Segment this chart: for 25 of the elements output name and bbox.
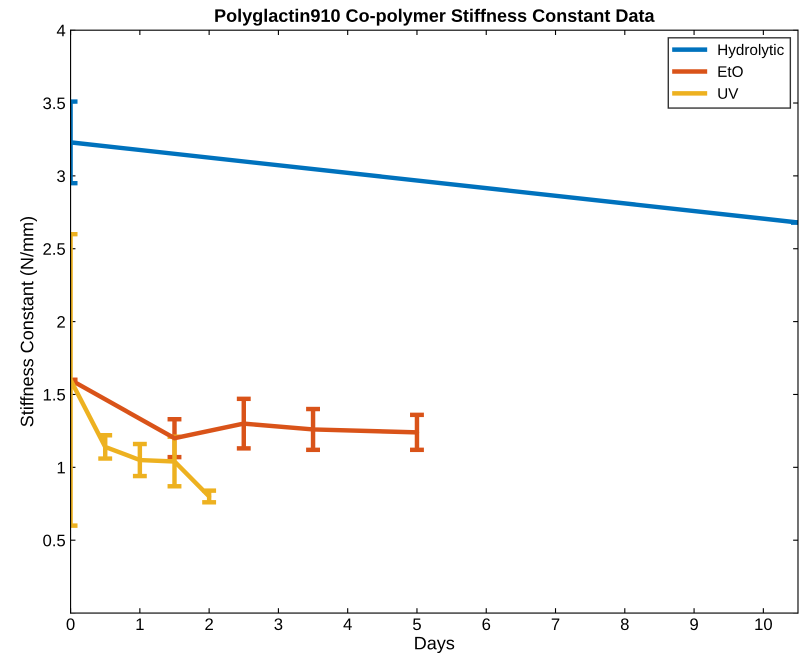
legend-label: UV bbox=[718, 88, 738, 99]
x-tick-label: 8 bbox=[620, 618, 629, 630]
y-tick-label: 2.5 bbox=[43, 243, 66, 255]
y-tick-label: 1 bbox=[58, 462, 65, 474]
x-tick-label: 5 bbox=[412, 618, 421, 630]
x-tick-label: 6 bbox=[482, 618, 490, 630]
x-tick-label: 9 bbox=[690, 618, 698, 630]
x-tick-label: 10 bbox=[755, 618, 772, 630]
chart-title: Polyglactin910 Co-polymer Stiffness Constant Data bbox=[215, 8, 655, 26]
y-axis-title: Stiffness Constant (N/mm) bbox=[20, 217, 37, 426]
x-tick-label: 2 bbox=[205, 618, 213, 630]
y-tick-label: 1.5 bbox=[44, 389, 66, 401]
y-tick-label: 3 bbox=[57, 170, 65, 182]
y-tick-label: 0.5 bbox=[43, 534, 66, 546]
y-tick-label: 3.5 bbox=[43, 97, 66, 110]
x-tick-label: 0 bbox=[66, 618, 75, 630]
x-tick-label: 1 bbox=[136, 618, 144, 630]
legend-label: Hydrolytic bbox=[718, 44, 784, 58]
y-tick-label: 4 bbox=[56, 24, 66, 36]
x-tick-label: 3 bbox=[274, 618, 282, 630]
x-tick-label: 4 bbox=[343, 618, 352, 630]
x-tick-label: 7 bbox=[552, 618, 560, 630]
y-tick-label: 2 bbox=[57, 316, 65, 328]
x-axis-title: Days bbox=[415, 636, 454, 654]
legend-label: EtO bbox=[718, 66, 743, 78]
